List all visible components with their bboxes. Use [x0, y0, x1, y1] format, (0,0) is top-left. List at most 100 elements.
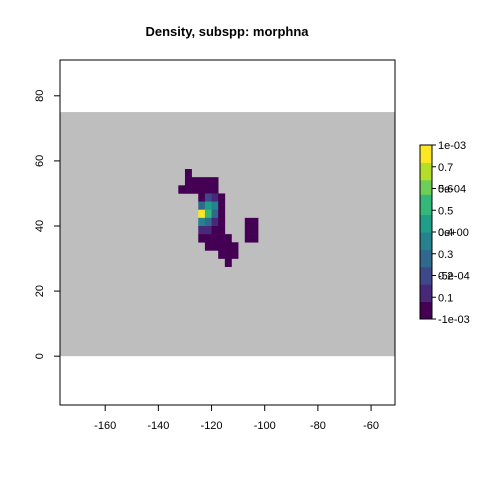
heatmap-cell [204, 201, 212, 211]
colorbar-segment [420, 258, 432, 262]
heatmap-cell [204, 242, 212, 251]
colorbar-overlay-tick-label: -1e-03 [438, 314, 470, 326]
colorbar-overlay-tick-label: 5e-04 [438, 184, 466, 196]
heatmap-cell [224, 234, 232, 243]
heatmap-cell [218, 217, 226, 227]
heatmap-cell [231, 250, 239, 259]
colorbar-segment [420, 275, 432, 279]
colorbar-overlay-tick-label: -5e-04 [438, 271, 470, 283]
colorbar-segment [420, 237, 432, 242]
y-axis: 0 20 40 60 80 [34, 90, 60, 359]
colorbar-segment [420, 287, 432, 291]
colorbar-segment [420, 200, 432, 204]
heatmap-cell [211, 193, 219, 202]
colorbar-segment [420, 194, 432, 198]
heatmap-cell [198, 201, 206, 211]
colorbar-tick-label: 0.7 [438, 162, 453, 174]
colorbar-segment [420, 159, 432, 163]
colorbar-segment [420, 145, 432, 149]
colorbar-segment [420, 310, 432, 314]
heatmap-cell [218, 250, 226, 259]
heatmap-cell [211, 177, 219, 186]
heatmap-cell [198, 209, 206, 219]
heatmap-cell [204, 193, 212, 202]
heatmap-cell [211, 225, 219, 235]
colorbar-segment [420, 179, 432, 184]
heatmap-cell [198, 193, 206, 202]
colorbar-tick-label: 0.3 [438, 249, 453, 261]
heatmap-cell [218, 225, 226, 235]
colorbar-segment [420, 147, 432, 152]
colorbar-segment [420, 278, 432, 282]
colorbar-segment [420, 243, 432, 247]
y-tick-label: 40 [34, 220, 46, 232]
colorbar-segment [420, 214, 432, 218]
heatmap-cell [211, 209, 219, 219]
heatmap-cell [211, 242, 219, 251]
colorbar-segment [420, 252, 432, 256]
colorbar-tick-label: 0.6 [438, 184, 453, 196]
colorbar-segment [420, 171, 432, 175]
colorbar-segment [420, 313, 432, 317]
colorbar-segment [420, 292, 432, 297]
y-tick-label: 20 [34, 285, 46, 297]
heatmap-cell [211, 217, 219, 227]
y-tick-label: 60 [34, 155, 46, 167]
colorbar-segment [420, 269, 432, 274]
colorbar-tick-label: 0.4 [438, 227, 453, 239]
colorbar-segment [420, 263, 432, 268]
y-tick-label: 80 [34, 90, 46, 102]
heatmap-cell [204, 217, 212, 227]
x-tick-label: -120 [201, 420, 223, 432]
heatmap-cell [198, 234, 206, 243]
heatmap-cell [218, 193, 226, 202]
colorbar-legend: 0.1 0.2 0.3 0.4 0.5 0.6 0.7 -1e-03 -5e-04 0e+00 5e… [419, 140, 470, 326]
colorbar-segment [420, 168, 432, 172]
heatmap-cell [204, 209, 212, 219]
heatmap-cell [204, 225, 212, 235]
colorbar-segment [420, 307, 432, 311]
colorbar-segment [420, 272, 432, 276]
colorbar-segment [420, 156, 432, 160]
heatmap-cell [198, 217, 206, 227]
heatmap-cell [191, 177, 199, 186]
x-tick-label: -140 [147, 420, 169, 432]
colorbar-segment [420, 261, 432, 265]
colorbar-segment [420, 174, 432, 178]
heatmap-cell [218, 234, 226, 243]
colorbar-segment [420, 229, 432, 233]
x-axis: -160 -140 -120 -100 -80 -60 [94, 405, 379, 432]
heatmap-cell [184, 169, 192, 178]
chart-title: Density, subspp: morphna [146, 24, 310, 39]
heatmap-cell [224, 242, 232, 251]
colorbar-segment [420, 165, 432, 169]
colorbar-overlay-tick-label: 1e-03 [438, 140, 466, 152]
heatmap-cell [211, 201, 219, 211]
colorbar-segment [420, 205, 432, 210]
heatmap-cell [218, 242, 226, 251]
heatmap-cell [244, 217, 252, 227]
heatmap-cell [198, 177, 206, 186]
colorbar-segment [420, 197, 432, 201]
colorbar-segment [420, 298, 432, 303]
y-tick-label: 0 [34, 353, 46, 359]
colorbar-segment [420, 304, 432, 308]
plot-area [59, 59, 396, 406]
colorbar-segment [420, 240, 432, 245]
heatmap-cell [204, 177, 212, 186]
colorbar-tick-label: 0.5 [438, 205, 453, 217]
heatmap-cell [218, 209, 226, 219]
heatmap-cell [224, 250, 232, 259]
heatmap-cell [198, 185, 206, 194]
colorbar-segment [420, 208, 432, 213]
colorbar-segment [420, 290, 432, 294]
heatmap-cell [244, 225, 252, 235]
colorbar-segment [420, 220, 432, 224]
colorbar-tick-label: 0.1 [438, 292, 453, 304]
heatmap-cell [211, 185, 219, 194]
colorbar-segment [420, 295, 432, 300]
heatmap-cell [251, 234, 259, 243]
colorbar-segment [420, 185, 432, 189]
colorbar-segment [420, 301, 432, 305]
x-tick-label: -160 [94, 420, 116, 432]
